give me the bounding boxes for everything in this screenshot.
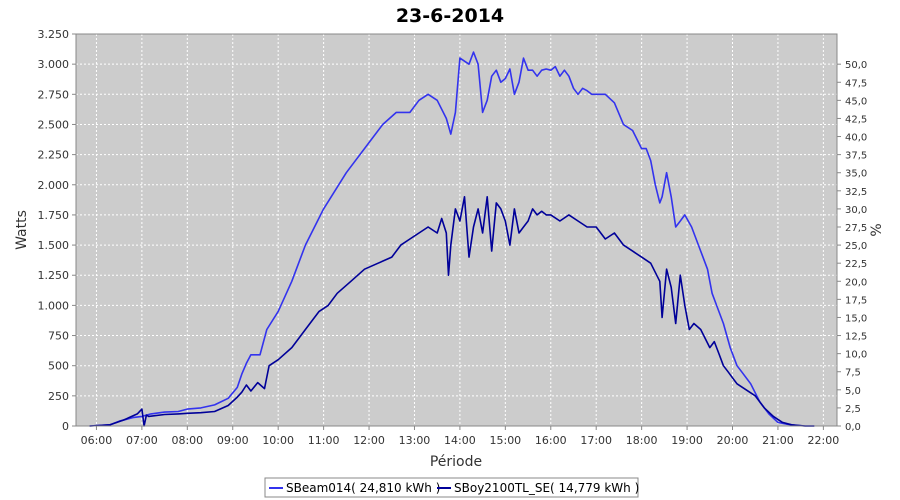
plot-border (75, 33, 838, 427)
y2-tick-label: 12,5 (845, 332, 867, 343)
x-axis-ticks: 06:00 07:00 08:00 09:00 10:00 11:00 12:00 13:00… (81, 426, 840, 447)
y2-tick-label: 30,0 (845, 205, 867, 216)
y2-tick-label: 22,5 (845, 259, 867, 270)
y-tick-label: 1.000 (38, 299, 70, 312)
vertical-gridlines (95, 34, 824, 426)
y2-tick-label: 35,0 (845, 169, 867, 180)
y2-tick-label: 7,5 (845, 368, 861, 379)
y2-tick-label: 2,5 (845, 404, 861, 415)
y2-tick-label: 27,5 (845, 223, 867, 234)
y2-tick-label: 10,0 (845, 350, 867, 361)
x-tick-label: 14:00 (444, 434, 476, 447)
y2-tick-label: 47,5 (845, 78, 867, 89)
legend-label-sbeam: SBeam014( 24,810 kWh ) (286, 481, 440, 495)
x-tick-label: 15:00 (489, 434, 521, 447)
y2-tick-label: 20,0 (845, 277, 867, 288)
x-tick-label: 16:00 (535, 434, 567, 447)
y2-tick-label: 45,0 (845, 96, 867, 107)
y-tick-label: 1.750 (38, 209, 70, 222)
y-tick-label: 500 (48, 360, 69, 373)
x-tick-label: 18:00 (626, 434, 658, 447)
x-tick-label: 13:00 (399, 434, 431, 447)
y-tick-label: 2.750 (38, 88, 70, 101)
x-tick-label: 11:00 (308, 434, 340, 447)
y2-tick-label: 0,0 (845, 422, 861, 433)
y2-axis-title: % (869, 223, 885, 236)
series-layer (89, 51, 815, 427)
y2-tick-label: 25,0 (845, 241, 867, 252)
y2-tick-label: 42,5 (845, 114, 867, 125)
y-tick-label: 750 (48, 330, 69, 343)
y-tick-label: 3.000 (38, 58, 70, 71)
y-tick-label: 250 (48, 390, 69, 403)
y2-axis-ticks: 0,0 2,5 5,0 7,5 10,0 12,5 15,0 17,5 20,0 22,5 25,0… (837, 60, 867, 433)
y2-tick-label: 5,0 (845, 386, 861, 397)
x-tick-label: 12:00 (353, 434, 385, 447)
x-tick-label: 09:00 (217, 434, 249, 447)
y2-tick-label: 50,0 (845, 60, 867, 71)
x-axis-title: Période (430, 454, 482, 470)
legend: SBeam014( 24,810 kWh ) SBoy2100TL_SE( 14… (264, 477, 639, 498)
legend-label-sboy: SBoy2100TL_SE( 14,779 kWh ) (454, 481, 639, 495)
y2-tick-label: 15,0 (845, 313, 867, 324)
chart-title: 23-6-2014 (396, 5, 504, 27)
x-tick-label: 10:00 (262, 434, 294, 447)
series-line-sbeam (89, 51, 815, 427)
series-line-sboy (89, 196, 815, 427)
x-tick-label: 20:00 (717, 434, 749, 447)
legend-box (264, 477, 639, 498)
x-tick-label: 21:00 (762, 434, 794, 447)
y-tick-label: 0 (62, 420, 69, 433)
y2-tick-label: 40,0 (845, 133, 867, 144)
y2-tick-label: 32,5 (845, 187, 867, 198)
y2-tick-label: 17,5 (845, 295, 867, 306)
y-tick-label: 2.500 (38, 118, 70, 131)
y2-tick-label: 37,5 (845, 151, 867, 162)
x-tick-label: 22:00 (808, 434, 840, 447)
y-tick-label: 1.250 (38, 269, 70, 282)
x-tick-label: 17:00 (580, 434, 612, 447)
y-tick-label: 3.250 (38, 28, 70, 41)
y-tick-label: 2.000 (38, 179, 70, 192)
x-tick-label: 08:00 (171, 434, 203, 447)
x-tick-label: 07:00 (126, 434, 158, 447)
y-tick-label: 1.500 (38, 239, 70, 252)
x-tick-label: 06:00 (81, 434, 113, 447)
y-tick-label: 2.250 (38, 149, 70, 162)
y-axis-title: Watts (14, 210, 30, 250)
y-axis-ticks: 0 250 500 750 1.000 1.250 1.500 1.750 2.000 2.250… (38, 28, 76, 433)
x-tick-label: 19:00 (671, 434, 703, 447)
